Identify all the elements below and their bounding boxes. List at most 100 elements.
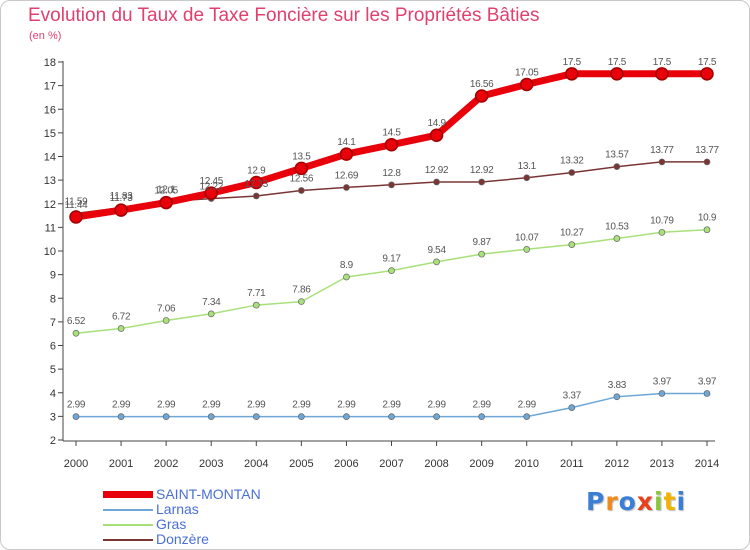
y-tick-label: 10 xyxy=(44,246,56,258)
y-tick-label: 18 xyxy=(44,57,56,69)
data-label: 12.22 xyxy=(199,182,223,193)
data-label: 13.32 xyxy=(560,156,584,167)
data-label: 13.77 xyxy=(695,145,719,156)
data-label: 6.52 xyxy=(67,316,86,327)
data-point xyxy=(568,404,576,411)
data-point xyxy=(703,226,711,234)
legend-swatch xyxy=(103,524,153,526)
data-point xyxy=(474,89,489,103)
x-tick-label: 2013 xyxy=(650,458,674,470)
data-label: 3.83 xyxy=(608,380,627,391)
x-tick-label: 2003 xyxy=(199,458,223,470)
chart-title: Evolution du Taux de Taxe Foncière sur l… xyxy=(28,5,540,26)
data-point xyxy=(117,413,125,420)
y-tick-label: 16 xyxy=(44,104,56,116)
y-tick-label: 2 xyxy=(50,435,56,447)
data-label: 2.99 xyxy=(202,400,221,411)
data-point xyxy=(658,158,666,166)
data-label: 3.97 xyxy=(653,376,672,387)
data-label: 8.9 xyxy=(340,260,354,271)
data-label: 2.99 xyxy=(157,400,176,411)
legend-label: SAINT-MONTAN xyxy=(156,486,261,502)
data-point xyxy=(655,67,669,81)
data-label: 13.5 xyxy=(292,151,311,162)
data-point xyxy=(114,203,128,217)
data-point xyxy=(72,413,80,420)
data-labels: 11.59 11.83 12.1 12.22 12.33 12.56 12.69 12.8 12… xyxy=(65,57,720,411)
data-point xyxy=(388,413,395,420)
x-ticks: 2000 2001 2002 2003 2004 2005 2006 2007 2008 2009… xyxy=(64,441,719,470)
proxiti-logo: Proxiti xyxy=(586,487,687,516)
data-label: 11.44 xyxy=(65,200,89,211)
x-tick-label: 2005 xyxy=(289,458,313,470)
data-point xyxy=(433,178,440,186)
data-point xyxy=(384,137,399,152)
data-point xyxy=(613,163,621,171)
data-label: 12.92 xyxy=(470,165,494,176)
data-point xyxy=(72,329,80,337)
data-label: 3.37 xyxy=(563,391,582,402)
data-point xyxy=(162,317,170,324)
data-point xyxy=(429,128,444,142)
unit-label: (en %) xyxy=(29,30,62,42)
data-point xyxy=(568,241,576,248)
data-point xyxy=(613,393,621,401)
data-point xyxy=(298,187,305,194)
data-point xyxy=(568,169,576,176)
y-ticks: 2 3 4 5 6 7 8 9 10 11 12 13 14 15 16 17 18 xyxy=(44,57,63,447)
y-tick-label: 12 xyxy=(44,199,56,211)
data-label: 10.79 xyxy=(650,215,674,226)
x-tick-label: 2010 xyxy=(514,458,538,470)
x-tick-label: 2000 xyxy=(64,458,88,470)
data-point xyxy=(478,178,485,186)
data-label: 2.99 xyxy=(112,400,131,411)
y-tick-label: 5 xyxy=(50,364,56,376)
y-tick-label: 14 xyxy=(44,152,56,164)
data-label: 12.8 xyxy=(382,168,401,179)
y-tick-label: 6 xyxy=(50,341,56,353)
data-label: 7.86 xyxy=(292,285,311,296)
data-point xyxy=(523,174,531,182)
data-point xyxy=(478,413,485,420)
data-point xyxy=(294,161,309,176)
data-label: 9.87 xyxy=(473,237,492,248)
data-label: 11.83 xyxy=(110,191,134,202)
data-label: 17.5 xyxy=(653,57,672,68)
data-label: 6.72 xyxy=(112,311,131,322)
data-label: 10.07 xyxy=(515,232,539,243)
data-label: 2.99 xyxy=(473,400,492,411)
data-label: 14.9 xyxy=(427,118,446,129)
data-label: 9.17 xyxy=(382,254,401,265)
legend-swatch xyxy=(103,509,153,511)
data-label: 7.34 xyxy=(202,297,221,308)
y-tick-label: 15 xyxy=(44,128,56,140)
y-tick-label: 9 xyxy=(50,270,56,282)
y-tick-label: 7 xyxy=(50,317,56,329)
data-point xyxy=(252,192,260,200)
legend-swatch xyxy=(103,491,153,498)
y-tick-label: 3 xyxy=(50,411,56,423)
data-point xyxy=(565,67,579,81)
data-label: 12.45 xyxy=(199,176,223,187)
x-tick-label: 2014 xyxy=(695,458,719,470)
data-point xyxy=(700,67,714,81)
data-label: 14.1 xyxy=(337,137,356,148)
x-tick-label: 2006 xyxy=(334,458,358,470)
data-label: 17.05 xyxy=(515,67,539,78)
data-label: 12.1 xyxy=(157,184,176,195)
data-point xyxy=(117,325,125,332)
data-point xyxy=(703,158,711,166)
data-point xyxy=(478,250,485,258)
data-point xyxy=(69,210,83,224)
data-point xyxy=(298,413,305,420)
data-label: 9.54 xyxy=(427,245,446,256)
legend-swatch xyxy=(103,539,153,541)
x-tick-label: 2001 xyxy=(109,458,133,470)
data-label: 11.73 xyxy=(110,193,134,204)
data-label: 2.99 xyxy=(292,400,311,411)
y-tick-label: 11 xyxy=(45,222,56,234)
data-point xyxy=(339,147,354,161)
data-point xyxy=(658,390,666,397)
legend-label: Larnas xyxy=(156,501,199,517)
data-point xyxy=(343,184,350,191)
